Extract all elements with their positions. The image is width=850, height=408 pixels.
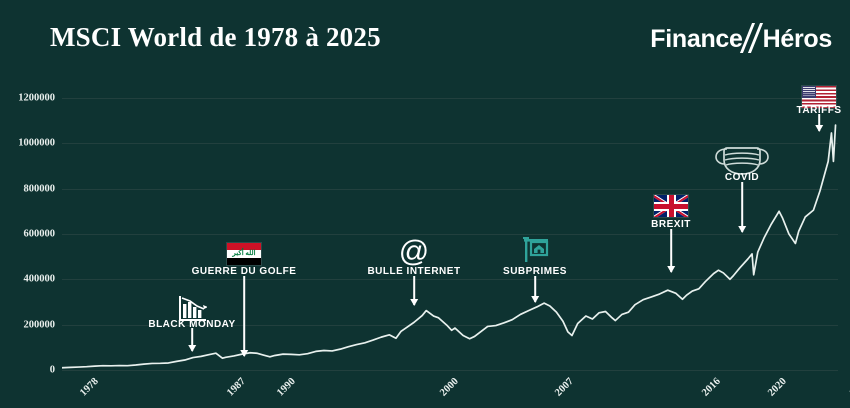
- at-sign-glyph: @: [398, 235, 430, 268]
- page-title: MSCI World de 1978 à 2025: [50, 22, 381, 52]
- y-axis-tick-label: 0: [49, 364, 55, 376]
- usa-flag-icon: [802, 86, 836, 108]
- x-axis-tick-label: 1990: [274, 376, 298, 399]
- logo-text-left: Finance: [650, 24, 743, 53]
- x-axis-tick-label: 2020: [765, 376, 789, 399]
- annotation-arrow: [243, 276, 245, 356]
- double-slash-icon: [739, 23, 763, 54]
- gridline: [62, 370, 838, 371]
- logo-text-right: Héros: [762, 24, 833, 53]
- x-axis-tick-label: 2000: [438, 376, 461, 399]
- declining-bar-chart-icon: [177, 295, 207, 322]
- gridline: [62, 324, 838, 326]
- uk-flag-graphic: [654, 195, 688, 217]
- annotation-arrow: [534, 276, 536, 302]
- annotation-label: COVID: [724, 172, 760, 183]
- gridline: [62, 233, 838, 235]
- declining-bar-chart-icon-svg: [179, 296, 207, 321]
- y-axis-tick-label: 1000000: [18, 137, 55, 149]
- y-axis-tick-label: 600000: [23, 228, 56, 240]
- gridline: [62, 143, 838, 145]
- annotation-arrow: [818, 114, 820, 131]
- y-axis-tick-label: 400000: [23, 273, 56, 285]
- usa-flag-graphic: [802, 86, 836, 108]
- x-axis-tick-label: 2007: [552, 376, 576, 399]
- house-for-sale-sign-icon: [519, 236, 551, 264]
- gridline: [62, 188, 838, 190]
- face-mask-svg: [715, 147, 769, 175]
- annotation-label: BLACK MONDAY: [148, 319, 236, 330]
- y-axis-tick-label: 800000: [23, 183, 56, 195]
- x-axis-tick-label: 1987: [225, 376, 249, 399]
- data-series-line: [62, 124, 837, 369]
- annotation-arrow: [191, 328, 193, 351]
- annotation-arrow: [670, 229, 672, 272]
- annotation-label: GUERRE DU GOLFE: [191, 266, 297, 277]
- annotation-label: SUBPRIMES: [503, 266, 567, 277]
- gridline: [62, 279, 838, 281]
- annotation-label: BULLE INTERNET: [367, 266, 461, 277]
- y-axis-tick-label: 200000: [23, 319, 56, 331]
- annotation-arrow: [413, 276, 415, 305]
- x-axis-tick-label: 2016: [700, 376, 723, 399]
- annotation-label: BREXIT: [651, 219, 691, 230]
- y-axis-tick-label: 1200000: [18, 92, 55, 104]
- gridline: [62, 97, 838, 99]
- brand-logo: Finance Héros: [650, 23, 833, 54]
- uk-flag-icon: [654, 195, 688, 217]
- x-axis-tick-label: 1978: [78, 376, 101, 399]
- face-mask-icon: [715, 140, 769, 180]
- iraq-flag-graphic: الله أكبر: [227, 243, 261, 265]
- plot-area: 0 200000 400000 600000 800000 1000000 1200000 …: [18, 82, 850, 398]
- house-sign-svg: [523, 237, 549, 262]
- iraq-flag-icon: الله أكبر: [227, 243, 261, 265]
- annotation-arrow: [741, 182, 743, 232]
- at-sign-icon: @: [398, 235, 430, 268]
- annotation-label: TARIFFS: [796, 105, 842, 116]
